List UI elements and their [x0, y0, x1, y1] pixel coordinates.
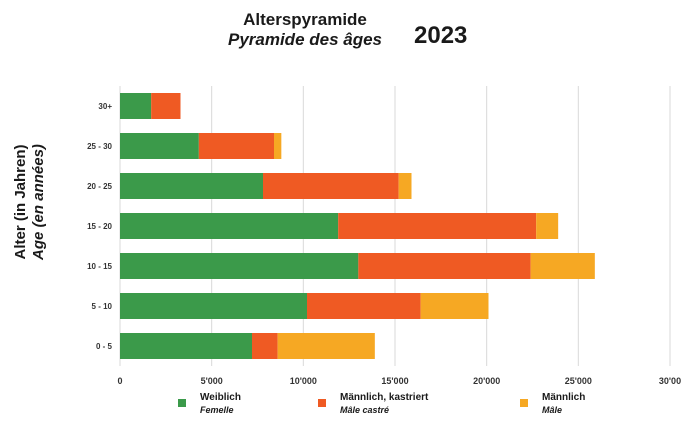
legend-sublabel-femelle: Femelle — [200, 405, 234, 415]
legend-item-weiblich: Weiblich Femelle — [178, 392, 241, 416]
x-tick-label-1: 5'000 — [201, 376, 223, 386]
legend-swatch-weiblich — [178, 399, 186, 407]
bar-chart: 0 5'000 10'000 15'000 20'000 25'000 30'00 0 - 5… — [87, 86, 681, 386]
legend-sublabel-male-castre: Mâle castré — [340, 405, 390, 415]
bar-20-25-series-1 — [263, 173, 399, 199]
chart-year: 2023 — [414, 22, 468, 49]
y-tick-label-6: 30+ — [98, 102, 112, 111]
y-tick-label-3: 15 - 20 — [87, 222, 112, 231]
legend-item-maennlich: Männlich Mâle — [520, 392, 585, 416]
bar-0-5-series-1 — [252, 333, 278, 359]
bar-20-25-series-0 — [120, 173, 263, 199]
legend-swatch-maennlich — [520, 399, 528, 407]
legend-item-maennlich-kastriert: Männlich, kastriert Mâle castré — [318, 392, 428, 416]
bar-20-25-series-2 — [398, 173, 412, 199]
legend-label-maennlich: Männlich — [542, 392, 586, 403]
chart-title: Alterspyramide — [243, 10, 367, 29]
bar-5-10-series-2 — [420, 293, 489, 319]
bar-25-30-series-1 — [198, 133, 274, 159]
legend-label-maennlich-kastriert: Männlich, kastriert — [340, 392, 429, 403]
bar-25-30-series-0 — [120, 133, 199, 159]
bar-10-15-series-2 — [530, 253, 595, 279]
y-tick-label-0: 0 - 5 — [96, 342, 113, 351]
y-tick-label-4: 20 - 25 — [87, 182, 112, 191]
legend-sublabel-male: Mâle — [542, 405, 563, 415]
legend-swatch-maennlich-kastriert — [318, 399, 326, 407]
x-tick-label-2: 10'000 — [290, 376, 317, 386]
x-tick-label-6: 30'00 — [659, 376, 681, 386]
bar-10-15-series-1 — [358, 253, 531, 279]
y-tick-label-5: 25 - 30 — [87, 142, 112, 151]
bar-0-5-series-2 — [277, 333, 375, 359]
bar-5-10-series-1 — [307, 293, 421, 319]
x-tick-label-3: 15'000 — [381, 376, 408, 386]
bar-15-20-series-0 — [120, 213, 339, 239]
y-tick-label-1: 5 - 10 — [92, 302, 113, 311]
bar-10-15-series-0 — [120, 253, 359, 279]
legend-label-weiblich: Weiblich — [200, 392, 241, 403]
bar-15-20-series-2 — [536, 213, 559, 239]
bar-30+-series-1 — [151, 93, 181, 119]
bar-5-10-series-0 — [120, 293, 307, 319]
x-tick-label-0: 0 — [117, 376, 122, 386]
bar-25-30-series-2 — [274, 133, 282, 159]
chart-legend: Weiblich Femelle Männlich, kastriert Mâl… — [0, 392, 686, 448]
chart-subtitle: Pyramide des âges — [227, 30, 383, 49]
bar-0-5-series-0 — [120, 333, 252, 359]
x-tick-label-5: 25'000 — [565, 376, 592, 386]
y-tick-label-2: 10 - 15 — [87, 262, 112, 271]
bar-15-20-series-1 — [338, 213, 537, 239]
chart-title-block: Alterspyramide Pyramide des âges — [190, 10, 420, 50]
bar-30+-series-0 — [120, 93, 152, 119]
x-tick-label-4: 20'000 — [473, 376, 500, 386]
